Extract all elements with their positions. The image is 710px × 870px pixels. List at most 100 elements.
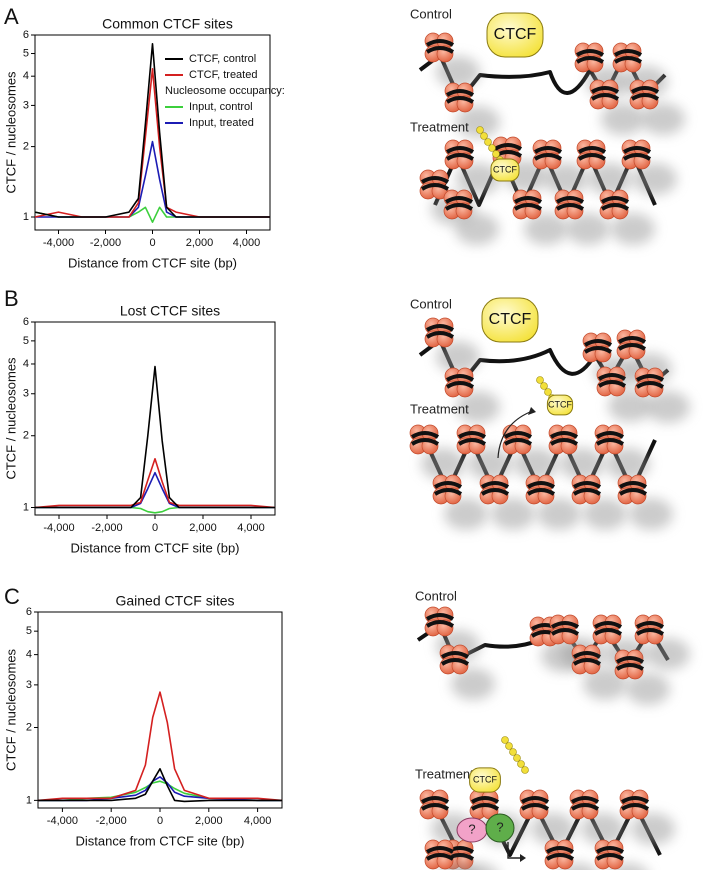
bead — [480, 132, 488, 140]
tss-arrow — [507, 842, 520, 859]
nucleosome — [502, 424, 558, 480]
dna-wrap — [615, 656, 645, 671]
chart-title: Gained CTCF sites — [115, 593, 234, 609]
x-axis-label: Distance from CTCF site (bp) — [75, 833, 244, 848]
nucleosome — [479, 474, 535, 530]
nucleosome — [619, 789, 675, 845]
shadow — [456, 106, 500, 138]
x-tick-label: 0 — [149, 237, 155, 249]
shadow — [436, 341, 480, 373]
diagram-label: Treatment — [410, 119, 469, 134]
nucleosome — [444, 82, 500, 138]
shadow — [606, 448, 650, 480]
dna-wrap — [533, 146, 563, 161]
dna-wrap — [549, 431, 579, 446]
shadow — [537, 498, 581, 530]
shadow — [451, 668, 495, 700]
ctcf-label: CTCF — [494, 26, 537, 43]
data-line — [35, 365, 275, 509]
shadow — [611, 213, 655, 245]
bead — [484, 138, 492, 146]
data-line — [34, 43, 270, 218]
x-tick-label: 2,000 — [195, 815, 223, 827]
shadow — [581, 813, 625, 845]
y-tick-label: 1 — [23, 211, 29, 223]
legend-label: Input, treated — [189, 117, 254, 129]
dna-wrap — [457, 431, 487, 446]
y-tick-label: 1 — [23, 501, 29, 513]
shadow — [641, 103, 685, 135]
nucleosome — [456, 424, 512, 480]
x-tick-label: 2,000 — [189, 522, 217, 534]
nucleosome — [443, 189, 499, 245]
bead — [509, 748, 517, 756]
unknown-label: ? — [496, 819, 503, 834]
dna-wrap — [433, 481, 463, 496]
dna-wrap — [480, 481, 510, 496]
ctcf-protein — [486, 12, 544, 58]
shadow — [601, 103, 645, 135]
x-tick-label: 2,000 — [186, 237, 214, 249]
x-tick-label: -2,000 — [90, 237, 121, 249]
ctcf-protein — [469, 767, 501, 793]
dna-wrap — [595, 846, 625, 861]
nucleosome — [512, 189, 568, 245]
nucleosome — [617, 474, 673, 530]
dna-wrap — [545, 846, 575, 861]
nucleosome — [629, 79, 685, 135]
shadow — [588, 163, 632, 195]
shadow — [566, 213, 610, 245]
nucleosome — [519, 789, 575, 845]
x-axis-label: Distance from CTCF site (bp) — [68, 255, 237, 270]
y-tick-label: 5 — [26, 625, 32, 637]
dna-wrap — [583, 339, 613, 354]
dna-wrap — [617, 336, 647, 351]
diagram-label: Control — [410, 296, 452, 311]
nucleosome — [444, 367, 500, 423]
nucleosome — [596, 366, 652, 422]
nucleosome — [444, 139, 500, 195]
legend-label: CTCF, treated — [189, 69, 257, 81]
dna-wrap — [618, 481, 648, 496]
y-tick-label: 3 — [23, 388, 29, 400]
bead — [536, 376, 544, 384]
dna-wrap — [597, 373, 627, 388]
plot-frame — [37, 611, 283, 809]
x-tick-label: 4,000 — [237, 522, 265, 534]
dna-wrap — [600, 196, 630, 211]
y-tick-label: 4 — [23, 70, 29, 82]
chart-title: Lost CTCF sites — [120, 303, 220, 319]
nucleosome — [576, 139, 632, 195]
bead — [488, 144, 496, 152]
panel-letter: A — [4, 4, 19, 29]
shadow — [626, 673, 670, 705]
bead — [476, 126, 484, 134]
x-tick-label: 4,000 — [244, 815, 272, 827]
y-tick-label: 5 — [23, 47, 29, 59]
dna-wrap — [513, 196, 543, 211]
shadow — [456, 163, 500, 195]
y-tick-label: 2 — [26, 721, 32, 733]
shadow — [544, 163, 588, 195]
nucleosome — [634, 367, 690, 423]
dna-wrap — [575, 49, 605, 64]
bead — [501, 736, 509, 744]
y-tick-label: 4 — [23, 358, 29, 370]
ctcf-protein — [546, 394, 574, 416]
shadow — [468, 448, 512, 480]
y-tick-label: 3 — [26, 679, 32, 691]
y-tick-label: 5 — [23, 335, 29, 347]
shadow — [633, 163, 677, 195]
bead — [540, 382, 548, 390]
bead — [544, 388, 552, 396]
dna-wrap — [620, 796, 650, 811]
legend-label: Input, control — [189, 101, 253, 113]
nucleosome — [614, 649, 670, 705]
legend-label: CTCF, control — [189, 53, 256, 65]
bead — [517, 760, 525, 768]
unknown-label: ? — [468, 821, 475, 836]
dna-wrap — [572, 651, 602, 666]
ctcf-protein — [481, 297, 539, 343]
y-tick-label: 2 — [23, 430, 29, 442]
